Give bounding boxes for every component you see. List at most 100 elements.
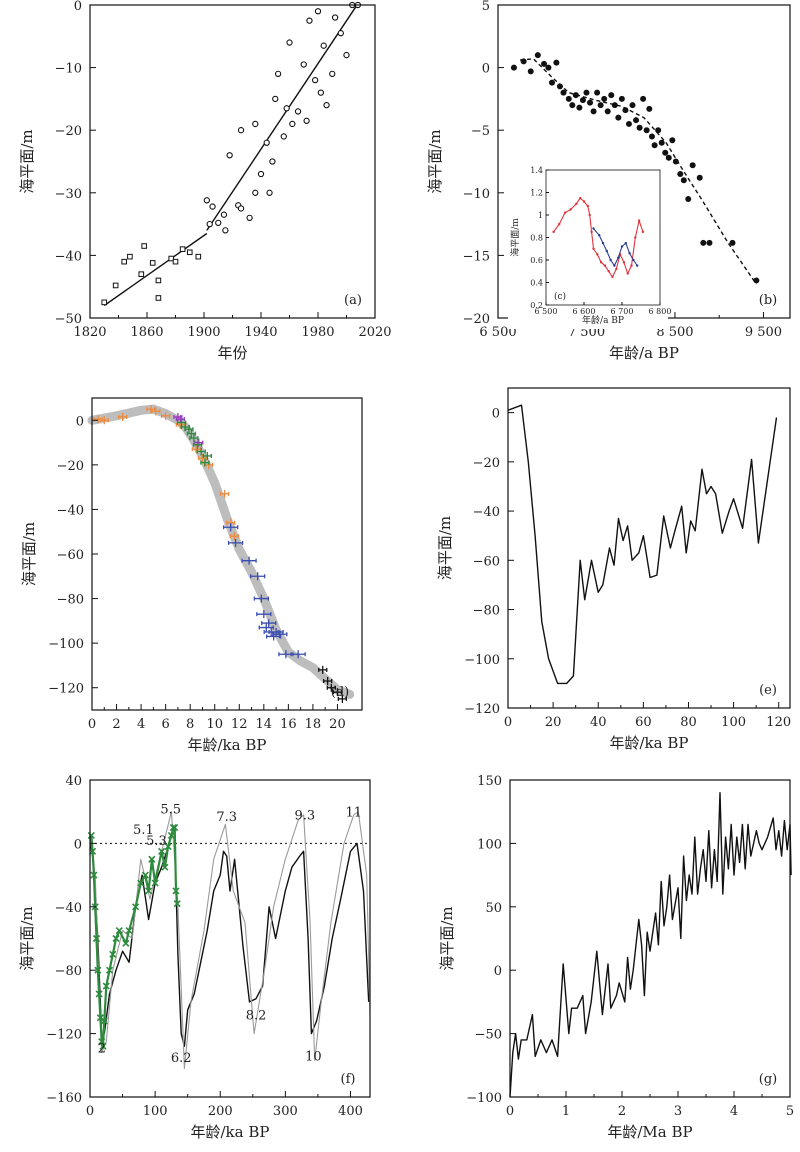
x-tick-label: 9 500 — [745, 325, 782, 340]
series-line — [509, 792, 792, 1098]
data-point — [569, 208, 572, 211]
x-tick-label: 6 700 — [611, 307, 634, 316]
data-point — [669, 137, 676, 144]
y-tick-label: 0 — [76, 414, 84, 429]
y-tick-label: −120 — [48, 682, 84, 697]
data-point — [137, 879, 145, 887]
data-point — [99, 1042, 107, 1050]
data-point — [592, 227, 595, 230]
data-point — [171, 823, 179, 832]
data-point — [191, 445, 201, 454]
data-point — [527, 68, 534, 75]
trend-line — [520, 58, 757, 285]
series-line — [507, 404, 778, 685]
data-point — [200, 458, 210, 467]
y-tick-label: −60 — [473, 554, 500, 569]
data-point — [176, 418, 187, 427]
y-tick-label: −100 — [466, 1091, 502, 1106]
data-point — [618, 95, 625, 102]
data-point — [206, 220, 213, 228]
y-tick-label: −20 — [55, 124, 82, 139]
data-point — [180, 422, 190, 431]
data-point — [303, 117, 310, 124]
y-tick-label: −120 — [46, 1028, 82, 1043]
sea-level-envelope-band — [87, 404, 355, 699]
data-point — [258, 623, 274, 632]
panel-d: 0 2 4 6 8 10 12 14 16 18 20 −120 −100 −80 −60 −40 −20 0 年龄… — [20, 397, 363, 754]
data-point — [237, 127, 245, 134]
data-point — [337, 694, 348, 703]
data-point — [658, 139, 665, 146]
data-point — [220, 211, 228, 218]
peak-annotation: 2 — [98, 1042, 106, 1057]
data-point — [272, 95, 279, 103]
x-tick-label: 6 600 — [573, 307, 596, 316]
x-tick-label: 120 — [766, 715, 791, 730]
data-point — [318, 665, 328, 674]
data-point — [332, 688, 343, 697]
peak-annotation: 5.3 — [146, 834, 167, 849]
data-point — [252, 189, 259, 196]
data-point — [252, 120, 259, 128]
data-point — [266, 189, 273, 196]
y-tick-label: 0 — [74, 0, 82, 14]
data-point — [586, 204, 589, 208]
data-point — [672, 158, 679, 165]
data-point — [541, 60, 548, 67]
x-tick-label: 3 — [674, 1104, 682, 1119]
panel-a: 1820 1860 1900 1940 1980 2020 −50 −40 −30 −20 −10 0… — [18, 0, 392, 362]
data-point — [622, 107, 629, 114]
peak-annotation: 11 — [345, 805, 362, 820]
data-point — [637, 219, 641, 222]
peak-annotation: 5.5 — [160, 802, 181, 817]
panel-c-inset: 6 500 6 600 6 700 6 800 0.2 0.4 0.6 0.8 1 1.2 1.4 年… — [508, 164, 671, 329]
y-axis-title: 海平面/m — [438, 906, 456, 970]
plot-frame — [89, 4, 376, 319]
x-tick-label: 100 — [143, 1104, 168, 1119]
x-tick-label: 6 500 — [479, 325, 516, 340]
data-point — [202, 451, 213, 460]
data-point — [576, 104, 583, 111]
data-point — [729, 239, 736, 246]
data-point — [337, 30, 344, 37]
y-tick-label: −60 — [57, 548, 84, 563]
data-point — [294, 108, 302, 115]
data-point — [127, 253, 133, 260]
data-point — [534, 52, 541, 59]
data-point — [629, 102, 636, 109]
data-point — [520, 58, 527, 65]
y-tick-label: −40 — [55, 901, 82, 916]
x-tick-label: 2 — [112, 717, 120, 732]
data-point — [92, 934, 101, 943]
data-point — [625, 120, 632, 127]
y-tick-label: −100 — [48, 637, 84, 652]
data-point — [219, 489, 230, 498]
data-point — [615, 114, 622, 121]
data-point — [257, 170, 265, 178]
data-point — [626, 272, 629, 275]
data-point — [624, 241, 627, 245]
y-tick-label: 1.2 — [530, 189, 543, 198]
y-tick-label: −120 — [464, 702, 500, 717]
data-point — [560, 89, 567, 96]
data-point — [601, 241, 605, 245]
data-point — [141, 871, 149, 879]
y-tick-label: −15 — [463, 249, 490, 264]
data-point — [148, 855, 156, 863]
data-point — [109, 950, 117, 958]
y-axis-title: 海平面/m — [18, 129, 36, 193]
data-point — [317, 89, 324, 96]
data-point — [662, 149, 669, 156]
data-point — [155, 295, 162, 301]
data-point — [184, 425, 194, 434]
data-point — [192, 440, 203, 449]
data-point — [598, 234, 601, 237]
data-point — [172, 887, 180, 895]
data-point — [265, 632, 282, 641]
data-point — [680, 177, 687, 184]
data-point — [115, 927, 123, 935]
y-tick-label: −10 — [463, 187, 490, 202]
x-tick-label: 2020 — [358, 325, 391, 340]
x-axis-title: 年份 — [217, 344, 247, 362]
x-tick-label: 4 — [730, 1104, 738, 1119]
